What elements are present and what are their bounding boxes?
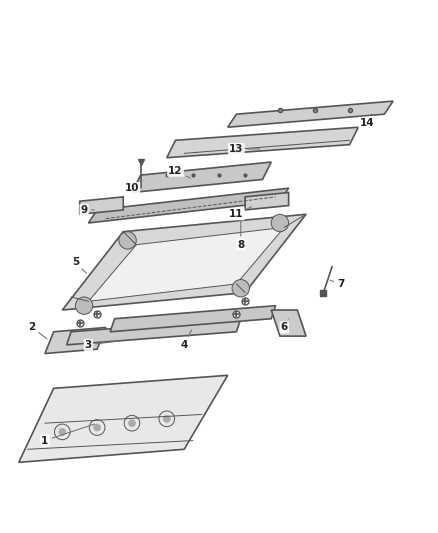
Text: 12: 12 <box>168 166 191 178</box>
Text: 4: 4 <box>180 330 192 350</box>
Text: 1: 1 <box>41 424 95 446</box>
Text: 2: 2 <box>28 322 47 339</box>
Polygon shape <box>110 305 276 332</box>
Circle shape <box>163 415 170 422</box>
Polygon shape <box>62 214 306 310</box>
Polygon shape <box>45 327 106 353</box>
Polygon shape <box>245 192 289 210</box>
Circle shape <box>271 214 289 232</box>
Text: 6: 6 <box>281 319 289 333</box>
Polygon shape <box>19 375 228 462</box>
Text: 5: 5 <box>72 257 86 273</box>
Text: 13: 13 <box>229 144 260 154</box>
Text: 14: 14 <box>360 114 374 128</box>
Polygon shape <box>271 310 306 336</box>
Circle shape <box>75 297 93 314</box>
Circle shape <box>119 232 136 249</box>
Polygon shape <box>132 162 271 192</box>
Text: 7: 7 <box>330 279 345 289</box>
Text: 11: 11 <box>229 207 251 219</box>
Polygon shape <box>67 319 241 345</box>
Text: 8: 8 <box>237 217 244 250</box>
Text: 10: 10 <box>125 180 141 193</box>
Polygon shape <box>88 228 284 301</box>
Polygon shape <box>80 197 123 214</box>
Circle shape <box>59 429 66 435</box>
Circle shape <box>232 279 250 297</box>
Circle shape <box>128 419 135 426</box>
Polygon shape <box>88 188 289 223</box>
Text: 3: 3 <box>85 340 120 350</box>
Text: 9: 9 <box>81 205 94 215</box>
Circle shape <box>94 424 101 431</box>
Polygon shape <box>167 127 358 158</box>
Polygon shape <box>228 101 393 127</box>
